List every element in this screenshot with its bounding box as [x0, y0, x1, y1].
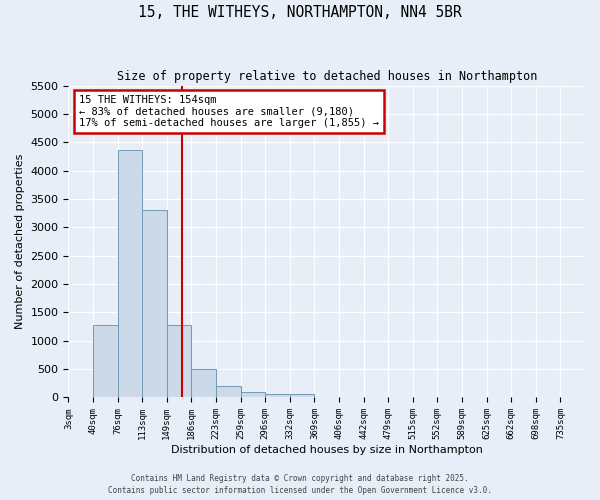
Text: 15 THE WITHEYS: 154sqm
← 83% of detached houses are smaller (9,180)
17% of semi-: 15 THE WITHEYS: 154sqm ← 83% of detached…: [79, 95, 379, 128]
Bar: [142, 210, 167, 398]
Y-axis label: Number of detached properties: Number of detached properties: [15, 154, 25, 329]
Bar: [216, 386, 241, 398]
Text: Contains HM Land Registry data © Crown copyright and database right 2025.
Contai: Contains HM Land Registry data © Crown c…: [108, 474, 492, 495]
Bar: [290, 394, 314, 398]
Bar: [241, 392, 265, 398]
Bar: [191, 369, 216, 398]
Bar: [265, 394, 290, 398]
X-axis label: Distribution of detached houses by size in Northampton: Distribution of detached houses by size …: [171, 445, 482, 455]
Bar: [118, 150, 142, 398]
Bar: [167, 325, 191, 398]
Title: Size of property relative to detached houses in Northampton: Size of property relative to detached ho…: [116, 70, 537, 83]
Text: 15, THE WITHEYS, NORTHAMPTON, NN4 5BR: 15, THE WITHEYS, NORTHAMPTON, NN4 5BR: [138, 5, 462, 20]
Bar: [93, 325, 118, 398]
